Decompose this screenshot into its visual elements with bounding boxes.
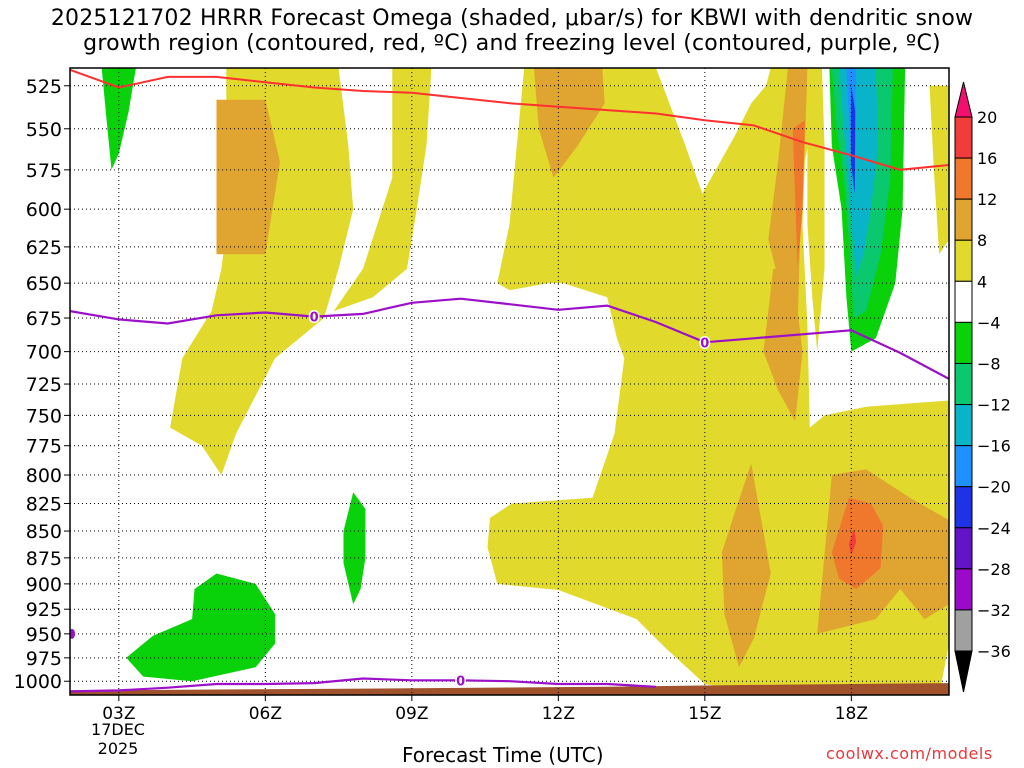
y-tick-label-825: 825 — [26, 493, 62, 515]
freezing-label-07z: 0 — [310, 311, 319, 326]
shade-west-8 — [216, 99, 280, 255]
shade-desc-sw — [126, 573, 276, 682]
plot-frame — [69, 67, 950, 696]
y-tick-label-775: 775 — [26, 436, 62, 458]
shade-strip-12 — [792, 120, 805, 269]
y-tick-label-550: 550 — [26, 119, 62, 141]
y-tick-label-700: 700 — [26, 342, 62, 364]
y-tick-label-725: 725 — [26, 374, 62, 396]
freezing-label-15z: 0 — [700, 336, 709, 351]
date-label-day: 17DEC — [91, 720, 145, 739]
colorbar-swatch-5 — [954, 280, 973, 323]
credit-text: coolwx.com/models — [826, 744, 993, 763]
shade-desc-mid — [343, 492, 366, 605]
terrain-strip — [70, 683, 949, 695]
colorbar-swatch-1 — [954, 116, 973, 159]
y-tick-label-975: 975 — [26, 648, 62, 670]
colorbar-swatch-11 — [954, 527, 973, 570]
colorbar-swatch-12 — [954, 568, 973, 611]
shade-ne-strip-4 — [807, 68, 825, 352]
colorbar-swatch-6 — [954, 321, 973, 364]
y-tick-label-1000: 1000 — [14, 671, 62, 693]
x-tick-label-12Z: 12Z — [542, 704, 575, 724]
y-tick-label-800: 800 — [26, 465, 62, 487]
colorbar-swatch-10 — [954, 486, 973, 529]
colorbar-bottom-arrow — [954, 650, 973, 693]
y-tick-label-675: 675 — [26, 308, 62, 330]
shade-desc-col-24 — [850, 85, 856, 194]
chart-title-line2: growth region (contoured, red, ºC) and f… — [83, 31, 941, 56]
y-tick-label-750: 750 — [26, 405, 62, 427]
x-tick-label-18Z: 18Z — [835, 704, 868, 724]
shade-se-8 — [721, 463, 771, 668]
colorbar-label-5: −4 — [977, 313, 1001, 332]
colorbar-swatch-7 — [954, 362, 973, 406]
y-tick-label-875: 875 — [26, 548, 62, 570]
colorbar-label-6: −8 — [977, 354, 1001, 373]
y-tick-label-600: 600 — [26, 199, 62, 221]
y-tick-label-525: 525 — [26, 76, 62, 98]
shade-edge-4 — [929, 85, 949, 255]
date-label-year: 2025 — [97, 739, 139, 758]
freezing-level-upper — [70, 297, 949, 380]
y-tick-label-850: 850 — [26, 521, 62, 543]
x-tick-label-09Z: 09Z — [395, 704, 428, 724]
colorbar-label-3: 8 — [977, 231, 987, 250]
colorbar-swatch-2 — [954, 157, 973, 200]
colorbar-label-9: −20 — [977, 478, 1011, 497]
shade-west-4 — [170, 68, 354, 475]
shade-desc-col-16 — [839, 68, 879, 276]
colorbar-swatch-4 — [954, 239, 973, 282]
x-tick-label-15Z: 15Z — [688, 704, 721, 724]
x-axis-label: Forecast Time (UTC) — [402, 743, 604, 767]
colorbar-label-1: 16 — [977, 149, 997, 168]
colorbar-label-10: −24 — [977, 519, 1011, 538]
freezing-label-10z: 0 — [456, 674, 465, 689]
colorbar-label-2: 12 — [977, 190, 997, 209]
freezing-dot-edge — [70, 628, 75, 639]
y-tick-label-900: 900 — [26, 574, 62, 596]
colorbar-label-7: −12 — [977, 396, 1011, 415]
y-tick-label-575: 575 — [26, 160, 62, 182]
y-tick-label-925: 925 — [26, 599, 62, 621]
colorbar-top-arrow — [954, 81, 973, 118]
colorbar-label-0: 20 — [977, 108, 997, 127]
shade-desc-nw — [101, 68, 136, 170]
x-tick-label-06Z: 06Z — [249, 704, 282, 724]
dgz-contour-line — [70, 68, 949, 171]
colorbar-label-4: 4 — [977, 272, 987, 291]
colorbar-label-12: −32 — [977, 601, 1011, 620]
y-tick-label-950: 950 — [26, 624, 62, 646]
shade-north-8 — [533, 68, 605, 178]
x-tick-label-03Z: 03Z — [102, 704, 135, 724]
colorbar-swatch-8 — [954, 404, 973, 447]
chart-title-line1: 2025121702 HRRR Forecast Omega (shaded, … — [50, 6, 974, 31]
y-tick-label-625: 625 — [26, 237, 62, 259]
colorbar-label-13: −36 — [977, 642, 1011, 661]
colorbar-swatch-9 — [954, 445, 973, 488]
colorbar-label-11: −28 — [977, 560, 1011, 579]
colorbar-swatch-3 — [954, 198, 973, 241]
y-tick-label-650: 650 — [26, 273, 62, 295]
shade-core-12 — [831, 497, 884, 589]
freezing-level-lower — [70, 677, 657, 693]
colorbar-label-8: −16 — [977, 437, 1011, 456]
colorbar-swatch-13 — [954, 609, 973, 652]
shade-core-16 — [848, 528, 857, 555]
